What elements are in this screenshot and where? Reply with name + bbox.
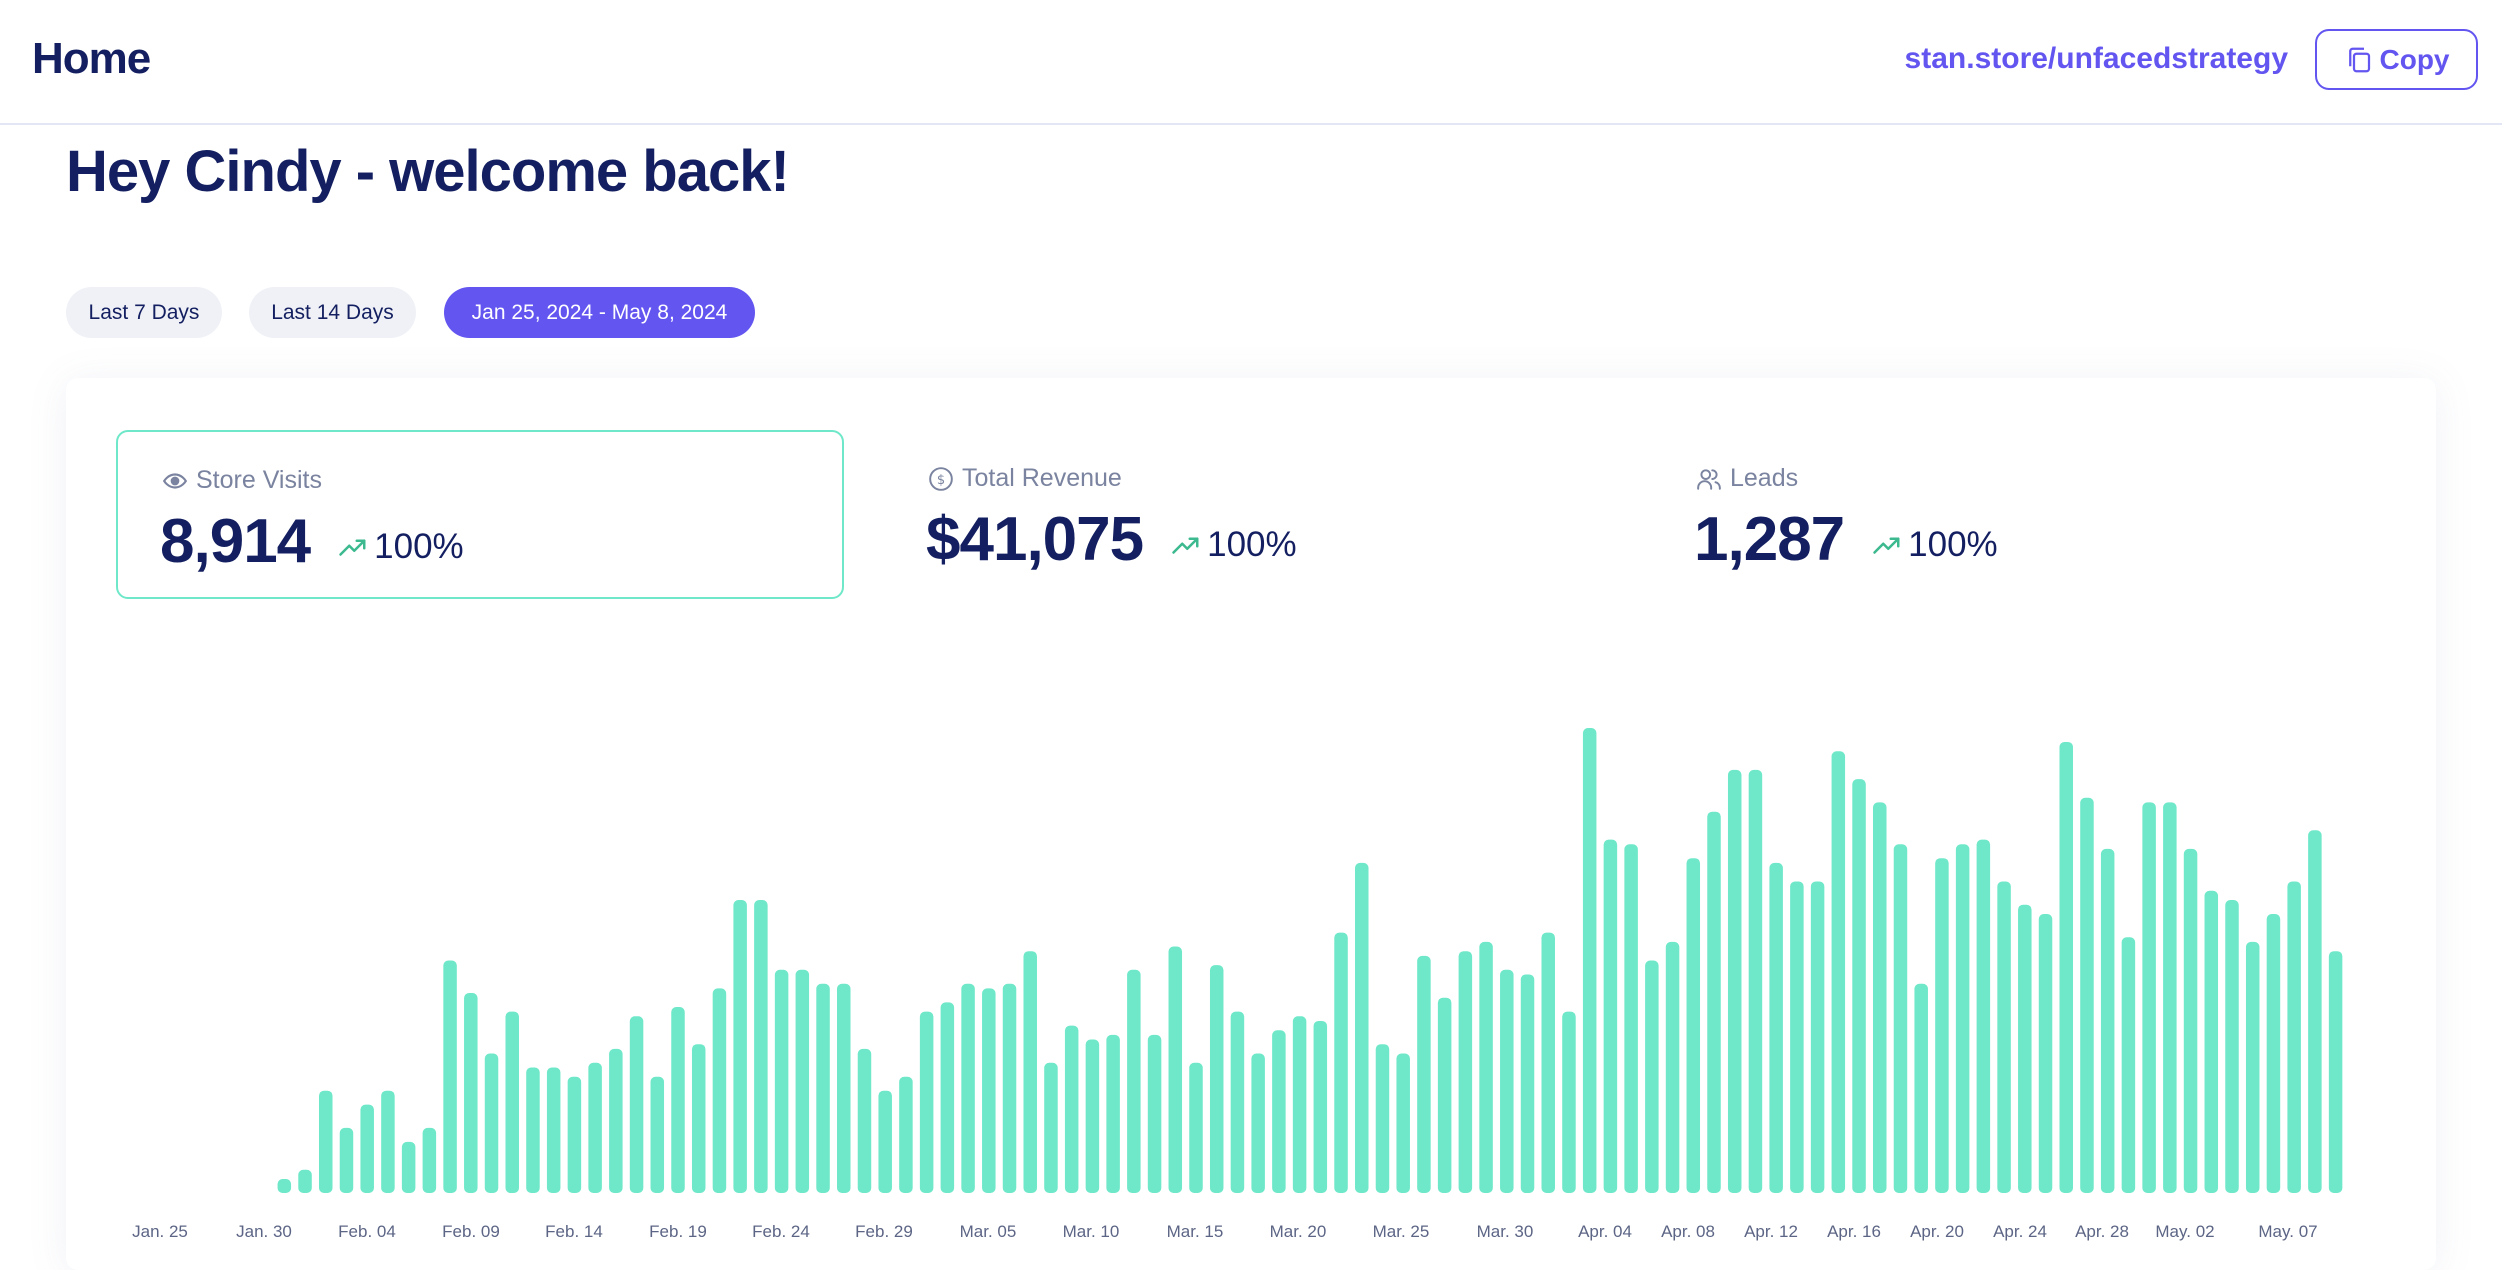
top-bar: Home stan.store/unfacedstrategy Copy — [0, 0, 2502, 125]
welcome-heading: Hey Cindy - welcome back! — [66, 139, 790, 204]
eye-icon — [162, 472, 188, 489]
stat-total-revenue-value: $41,075 100% — [926, 504, 1297, 575]
stat-store-visits-label: Store Visits — [162, 466, 322, 495]
svg-text:$: $ — [937, 472, 945, 487]
users-icon — [1697, 468, 1721, 490]
stat-leads-value: 1,287 100% — [1694, 504, 1998, 575]
stat-value-text: $41,075 — [926, 505, 1144, 574]
stat-trend-text: 100% — [374, 527, 464, 566]
stat-value-text: 1,287 — [1694, 505, 1845, 574]
stat-trend-text: 100% — [1207, 525, 1297, 564]
stat-trend-text: 100% — [1908, 525, 1998, 564]
trending-up-icon — [1873, 537, 1900, 554]
stat-value-text: 8,914 — [160, 507, 311, 576]
stat-label-text: Total Revenue — [962, 464, 1122, 492]
copy-button-label: Copy — [2379, 43, 2450, 75]
stat-label-text: Leads — [1730, 464, 1799, 492]
stat-leads[interactable]: Leads 1,287 100% — [1652, 430, 2380, 599]
stat-store-visits-value: 8,914 100% — [160, 506, 464, 577]
copy-button[interactable]: Copy — [2315, 29, 2478, 90]
trending-up-icon — [339, 539, 366, 556]
dollar-circle-icon: $ — [929, 466, 953, 491]
stat-total-revenue-label: $ Total Revenue — [928, 464, 1122, 493]
page-title: Home — [32, 34, 151, 83]
stat-label-text: Store Visits — [196, 466, 322, 494]
stat-trend: 100% — [1171, 525, 1297, 565]
stat-total-revenue[interactable]: $ Total Revenue $41,075 100% — [884, 430, 1612, 599]
filter-last-14-days[interactable]: Last 14 Days — [249, 287, 416, 338]
stat-trend: 100% — [338, 527, 464, 567]
copy-icon — [2348, 47, 2370, 72]
stat-leads-label: Leads — [1696, 464, 1798, 493]
filter-date-range[interactable]: Jan 25, 2024 - May 8, 2024 — [444, 287, 755, 338]
stat-trend: 100% — [1872, 525, 1998, 565]
stat-store-visits[interactable]: Store Visits 8,914 100% — [116, 430, 844, 599]
store-link[interactable]: stan.store/unfacedstrategy — [1904, 42, 2288, 75]
filter-last-7-days[interactable]: Last 7 Days — [66, 287, 222, 338]
trending-up-icon — [1172, 537, 1199, 554]
